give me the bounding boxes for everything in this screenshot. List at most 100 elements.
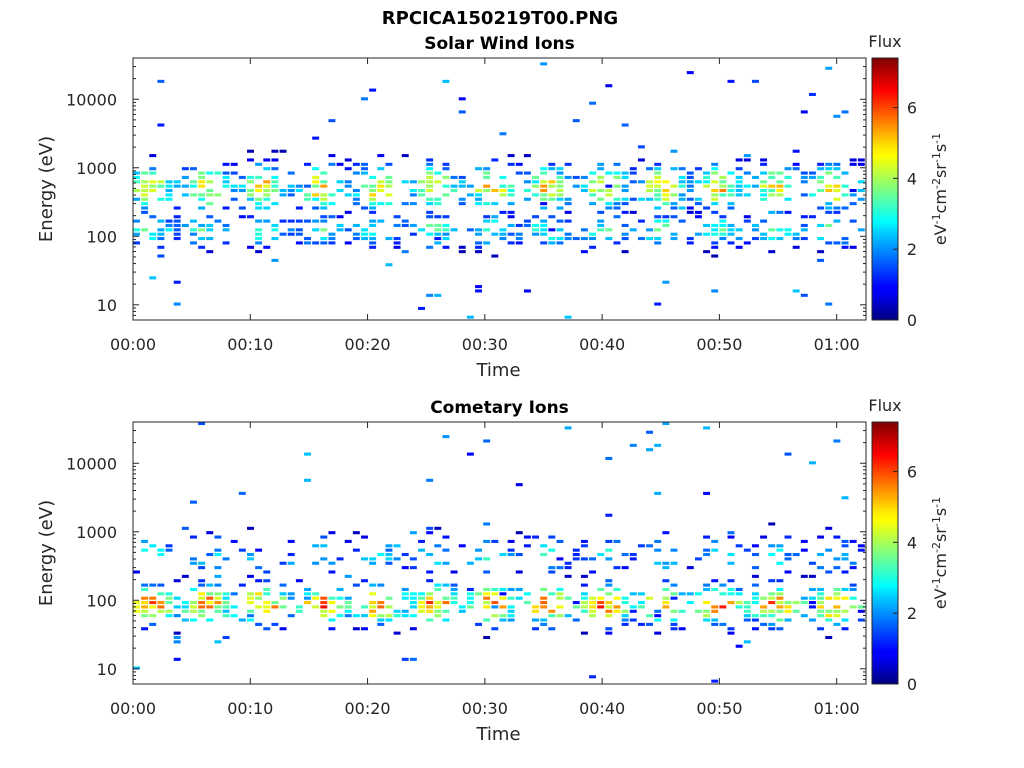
flux-cell [711,189,719,193]
flux-cell [654,614,662,618]
flux-cell [312,206,320,210]
flux-cell [654,237,662,241]
flux-cell [646,197,654,201]
flux-cell [523,601,531,605]
flux-cell [361,535,368,539]
flux-cell [279,189,287,193]
flux-cell [458,609,466,613]
flux-cell [279,149,287,153]
flux-cell [255,592,263,596]
flux-cell [369,245,377,249]
flux-cell [654,189,662,193]
flux-cell [637,219,645,223]
flux-cell [165,193,173,197]
flux-cell [548,609,556,613]
flux-cell [694,592,702,596]
flux-cell [491,605,499,609]
flux-cell [670,232,678,236]
flux-cell [662,579,670,583]
y-tick-label: 10000 [66,454,117,473]
flux-cell [377,184,385,188]
flux-cell [483,219,491,223]
flux-cell [450,184,458,188]
flux-cell [703,583,711,587]
flux-cell [548,548,556,552]
flux-cell [629,197,637,201]
flux-cell [320,237,328,241]
flux-cell [442,215,450,219]
flux-cell [385,618,393,622]
flux-cell [173,280,181,284]
flux-cell [393,614,401,618]
flux-cell [247,592,254,596]
flux-cell [255,232,263,236]
flux-cell [165,548,173,552]
flux-cell [287,539,295,543]
flux-cell [515,483,523,487]
flux-cell [336,180,344,184]
flux-cell [491,232,499,236]
flux-cell [255,219,263,223]
flux-cell [768,601,776,605]
flux-cell [703,175,711,179]
flux-cell [523,180,531,184]
flux-cell [352,583,360,587]
flux-cell [857,162,865,166]
flux-cell [548,215,556,219]
flux-cell [409,601,417,605]
flux-cell [621,232,629,236]
flux-cell [442,237,450,241]
flux-cell [629,557,637,561]
flux-cell [157,123,165,127]
flux-cell [776,561,784,565]
flux-cell [263,180,271,184]
flux-cell [222,596,230,600]
y-axis-label: Energy (eV) [36,136,57,242]
flux-cell [678,219,686,223]
flux-cell [344,601,352,605]
flux-cell [222,180,230,184]
flux-cell [703,180,711,184]
flux-cell [743,219,751,223]
flux-cell [287,592,295,596]
flux-cell [808,215,816,219]
flux-cell [230,189,238,193]
flux-cell [670,596,678,600]
flux-cell [320,535,328,539]
colorbar-tick-label: 2 [907,604,917,623]
flux-cell [483,592,491,596]
flux-cell [792,553,800,557]
flux-cell [694,167,702,171]
flux-cell [173,302,181,306]
flux-cell [507,614,515,618]
flux-cell [825,202,833,206]
flux-cell [499,614,507,618]
flux-cell [727,79,735,83]
flux-cell [776,228,784,232]
flux-cell [711,193,719,197]
flux-cell [418,180,425,184]
flux-cell [548,535,556,539]
flux-cell [247,193,254,197]
flux-cell [670,618,678,622]
flux-cell [393,557,401,561]
flux-cell [393,631,401,635]
flux-cell [369,557,377,561]
flux-cell [548,627,556,631]
flux-cell [849,158,857,162]
flux-cell [792,289,800,293]
flux-cell [654,215,662,219]
flux-cell [711,223,719,227]
flux-cell [556,596,564,600]
flux-cell [849,583,857,587]
flux-cell [385,180,393,184]
flux-cell [385,263,393,267]
flux-cell [377,167,385,171]
flux-cell [857,158,865,162]
flux-cell [808,618,816,622]
flux-cell [662,601,670,605]
flux-cell [255,197,263,201]
flux-cell [466,592,474,596]
flux-cell [198,614,206,618]
flux-cell [532,232,539,236]
